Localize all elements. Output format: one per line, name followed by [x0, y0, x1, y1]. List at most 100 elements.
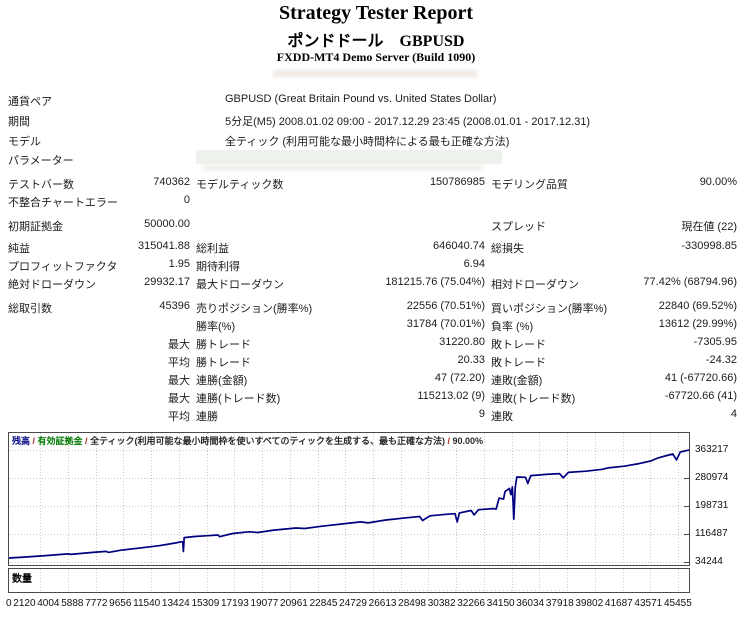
stat-value-1: 平均: [168, 411, 190, 423]
stat-value-2: 646040.74: [433, 240, 485, 252]
stat-row: 不整合チャートエラー 0: [0, 194, 752, 209]
x-tick-label: 28498: [398, 598, 426, 609]
caption-part: 有効証拠金: [37, 436, 83, 446]
x-tick-label: 11540: [133, 598, 161, 609]
x-tick-label: 4004: [37, 598, 60, 609]
info-row: パラメーター: [0, 152, 752, 167]
stat-row: テストバー数 740362 モデルティック数 150786985 モデリング品質 90.0…: [0, 176, 752, 191]
caption-part: 残高: [12, 436, 31, 446]
balance-panel: 残高 / 有効証拠金 / 全ティック(利用可能な最小時間枠を使いすべてのティック…: [8, 432, 690, 566]
x-tick-label: 37918: [545, 598, 574, 609]
x-tick-label: 7772: [85, 598, 108, 609]
stat-value-3: -67720.66 (41): [664, 390, 737, 402]
stat-label-2: 連勝(金額): [196, 375, 248, 387]
stat-row: プロフィットファクタ 1.95 期待利得 6.94: [0, 258, 752, 273]
y-tick-label: 363217: [695, 444, 729, 455]
x-tick-label: 22845: [309, 598, 338, 609]
x-tick-label: 0: [6, 598, 12, 609]
stat-label-1: 不整合チャートエラー: [8, 197, 118, 209]
x-tick-label: 5888: [61, 598, 84, 609]
x-tick-label: 45455: [663, 598, 692, 609]
y-tick-label: 280974: [695, 472, 729, 483]
stat-label-3: スプレッド: [491, 221, 546, 233]
stat-value-2: 115213.02 (9): [417, 390, 485, 402]
info-row: モデル 全ティック (利用可能な最小時間枠による最も正確な方法): [0, 133, 752, 148]
page-title: Strategy Tester Report: [278, 2, 474, 24]
stat-label-1: テストバー数: [8, 179, 74, 191]
stat-label-1: 絶対ドローダウン: [8, 279, 96, 291]
stat-value-3: 77.42% (68794.96): [643, 276, 737, 288]
stat-row: 最大 連勝(金額) 47 (72.20) 連敗(金額) 41 (-67720.66): [0, 372, 752, 387]
x-axis-labels: 0 2120 4004 5888 7772 9656 11540 13424 15309 1719…: [6, 598, 692, 609]
parameters-redacted-smudge: [202, 165, 482, 170]
symbol-title: ポンドドール GBPUSD: [287, 33, 465, 50]
stat-value-1: 29932.17: [144, 276, 190, 288]
balance-plot: [9, 433, 689, 565]
stat-value-3: -24.32: [705, 354, 737, 366]
x-tick-label: 2120: [13, 598, 36, 609]
x-tick-label: 9656: [109, 598, 132, 609]
stat-value-3: 現在値 (22): [681, 221, 737, 233]
stat-value-1: 最大: [168, 375, 190, 387]
caption-part: /: [445, 436, 453, 446]
stat-value-1: 1.95: [168, 258, 190, 270]
stat-label-3: 敗トレード: [491, 339, 546, 351]
x-tick-label: 19077: [250, 598, 279, 609]
stat-label-3: 相対ドローダウン: [491, 279, 579, 291]
x-tick-label: 13424: [161, 598, 190, 609]
stat-label-2: 連勝(トレード数): [196, 393, 281, 405]
info-row-value: GBPUSD (Great Britain Pound vs. United S…: [225, 93, 497, 105]
stat-row: 初期証拠金 50000.00 スプレッド 現在値 (22): [0, 218, 752, 233]
y-tick-label: 116487: [695, 528, 728, 539]
stat-value-3: 4: [730, 408, 737, 420]
stat-row: 平均 勝トレード 20.33 敗トレード -24.32: [0, 354, 752, 369]
stat-row: 絶対ドローダウン 29932.17 最大ドローダウン 181215.76 (75.04…: [0, 276, 752, 291]
stat-value-1: 740362: [153, 176, 190, 188]
redacted-ea-name: [273, 70, 477, 77]
info-row-label: パラメーター: [8, 155, 74, 167]
volume-panel: 数量: [8, 568, 690, 593]
info-row-label: モデル: [8, 136, 41, 148]
stat-row: 最大 勝トレード 31220.80 敗トレード -7305.95: [0, 336, 752, 351]
stat-label-2: 勝トレード: [196, 357, 251, 369]
stat-value-3: -7305.95: [693, 336, 737, 348]
stat-label-2: 最大ドローダウン: [196, 279, 284, 291]
y-tick-label: 198731: [695, 500, 729, 511]
x-tick-label: 20961: [280, 598, 308, 609]
x-tick-label: 17193: [220, 598, 249, 609]
stat-label-3: 連敗(金額): [491, 375, 543, 387]
x-tick-label: 24729: [339, 598, 367, 609]
stat-value-1: 平均: [168, 357, 190, 369]
stat-label-2: 勝トレード: [196, 339, 251, 351]
server-info: FXDD-MT4 Demo Server (Build 1090): [276, 50, 476, 64]
stat-value-2: 31220.80: [439, 336, 485, 348]
stat-label-1: 初期証拠金: [8, 221, 63, 233]
stat-label-1: 純益: [8, 243, 30, 255]
chart-caption: 残高 / 有効証拠金 / 全ティック(利用可能な最小時間枠を使いすべてのティック…: [12, 434, 483, 447]
x-tick-label: 26613: [368, 598, 397, 609]
stat-label-3: 連敗: [491, 411, 513, 423]
stat-value-2: 47 (72.20): [434, 372, 485, 384]
stat-value-3: 90.00%: [699, 176, 737, 188]
volume-label: 数量: [12, 574, 32, 585]
stat-label-2: モデルティック数: [196, 179, 284, 191]
stat-value-1: 315041.88: [138, 240, 190, 252]
stat-value-2: 22556 (70.51%): [406, 300, 485, 312]
stat-value-3: 22840 (69.52%): [658, 300, 737, 312]
info-row-value: 全ティック (利用可能な最小時間枠による最も正確な方法): [225, 136, 510, 148]
stat-label-3: 敗トレード: [491, 357, 546, 369]
x-tick-label: 36034: [516, 598, 545, 609]
stat-value-3: -330998.85: [681, 240, 737, 252]
x-tick-label: 43571: [634, 598, 663, 609]
stat-row: 勝率(%) 31784 (70.01%) 負率 (%) 13612 (29.99%): [0, 318, 752, 333]
stat-label-1: 総取引数: [8, 303, 52, 315]
stat-value-2: 150786985: [429, 176, 485, 188]
equity-curve: [9, 449, 689, 559]
stat-label-1: プロフィットファクタ: [8, 261, 118, 273]
stat-value-1: 最大: [168, 393, 190, 405]
stat-value-3: 13612 (29.99%): [658, 318, 737, 330]
stat-row: 総取引数 45396 売りポジション(勝率%) 22556 (70.51%) 買いポジシ…: [0, 300, 752, 315]
info-row-value: 5分足(M5) 2008.01.02 09:00 - 2017.12.29 23…: [225, 116, 591, 128]
stat-label-3: 連敗(トレード数): [491, 393, 576, 405]
